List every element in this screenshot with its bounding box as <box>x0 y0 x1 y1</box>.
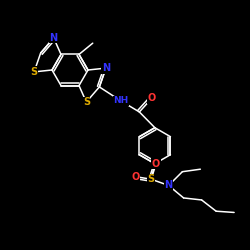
Text: O: O <box>152 159 160 169</box>
Text: S: S <box>30 67 38 77</box>
Text: N: N <box>102 63 110 73</box>
Text: O: O <box>148 93 156 103</box>
Text: N: N <box>50 33 58 43</box>
Text: S: S <box>148 174 155 184</box>
Text: NH: NH <box>113 96 128 105</box>
Text: S: S <box>83 97 90 107</box>
Text: N: N <box>164 180 173 190</box>
Text: O: O <box>132 172 140 182</box>
